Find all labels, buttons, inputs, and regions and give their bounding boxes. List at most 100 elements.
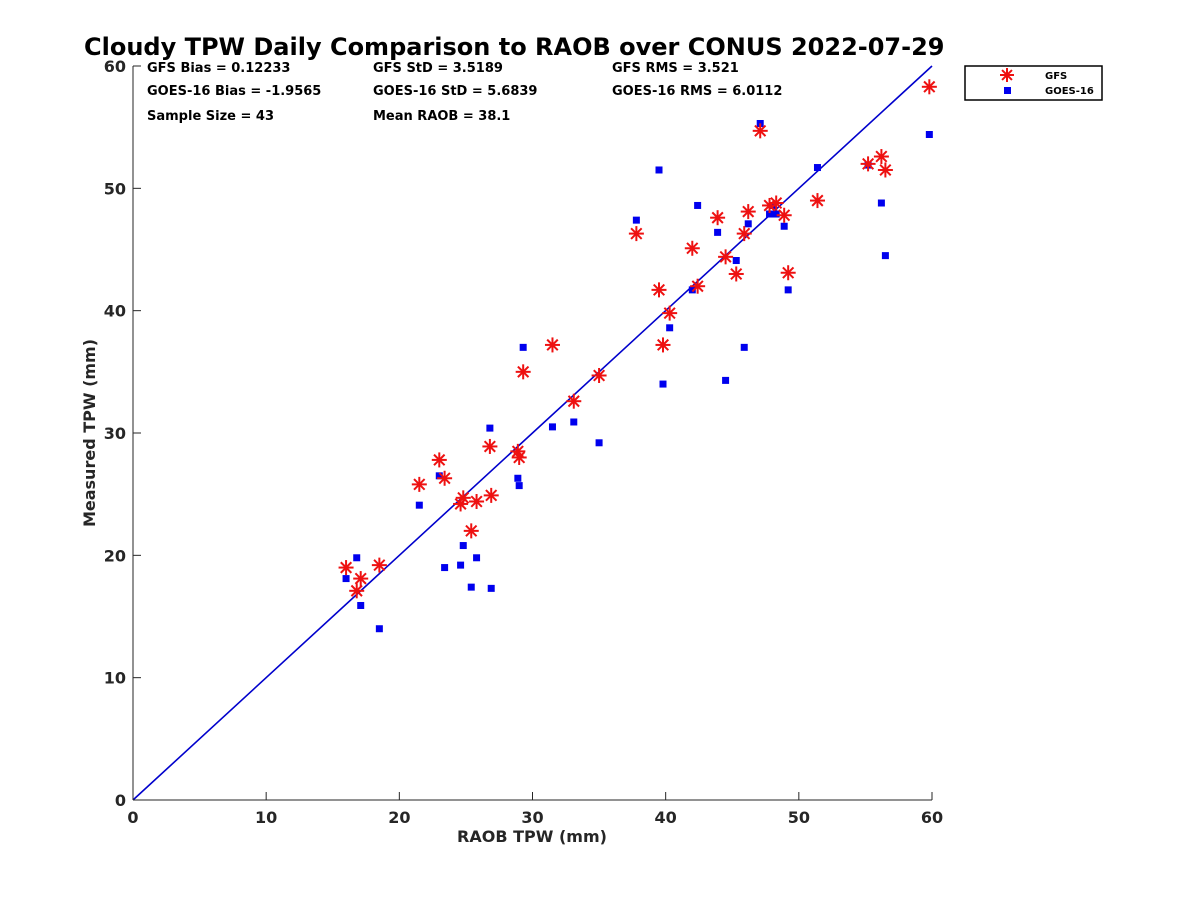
gfs-point xyxy=(431,452,447,468)
gfs-point xyxy=(921,79,937,95)
goes16-point xyxy=(877,199,885,207)
y-tick-label: 40 xyxy=(104,302,126,321)
gfs-point xyxy=(349,583,365,599)
stat-gfs-rms: GFS RMS = 3.521 xyxy=(612,61,739,76)
y-tick-label: 50 xyxy=(104,179,126,198)
goes16-point xyxy=(925,131,933,139)
gfs-point xyxy=(566,393,582,409)
goes16-point xyxy=(415,501,423,509)
tick-labels: 0 10 20 30 40 50 60 0 10 20 30 40 50 60 xyxy=(104,57,943,827)
gfs-point xyxy=(628,226,644,242)
stat-sample-size: Sample Size = 43 xyxy=(147,109,274,124)
gfs-point xyxy=(371,557,387,573)
goes16-point xyxy=(357,601,365,609)
goes16-point xyxy=(688,286,696,294)
goes16-point xyxy=(632,216,640,224)
gfs-point xyxy=(780,265,796,281)
gfs-point xyxy=(718,249,734,265)
goes16-point xyxy=(487,584,495,592)
goes16-point xyxy=(515,482,523,490)
stat-gfs-std: GFS StD = 3.5189 xyxy=(373,61,503,76)
y-axis-label: Measured TPW (mm) xyxy=(80,339,99,527)
gfs-point xyxy=(728,266,744,282)
legend-gfs-label: GFS xyxy=(1045,71,1067,82)
goes16-point xyxy=(813,164,821,172)
gfs-point xyxy=(510,443,526,459)
goes16-point xyxy=(766,210,774,218)
legend-goes16-label: GOES-16 xyxy=(1045,86,1094,97)
goes16-point xyxy=(342,575,350,583)
gfs-point xyxy=(740,204,756,220)
gfs-point xyxy=(736,226,752,242)
stats-block: GFS Bias = 0.12233 GOES-16 Bias = -1.956… xyxy=(147,61,782,124)
gfs-point xyxy=(511,449,527,465)
stat-goes-bias: GOES-16 Bias = -1.9565 xyxy=(147,84,321,99)
goes16-point xyxy=(435,472,443,480)
gfs-point xyxy=(437,470,453,486)
gfs-point xyxy=(455,490,471,506)
goes16-point xyxy=(722,376,730,384)
goes16-point xyxy=(595,439,603,447)
gfs-point xyxy=(453,496,469,512)
goes16-point xyxy=(655,166,663,174)
goes16-point xyxy=(772,210,780,218)
goes16-point xyxy=(659,380,667,388)
legend-gfs-marker xyxy=(1000,68,1014,82)
goes16-point xyxy=(457,561,465,569)
gfs-point xyxy=(515,364,531,380)
goes16-point xyxy=(881,252,889,260)
goes16-point xyxy=(459,542,467,550)
gfs-point xyxy=(768,195,784,211)
y-tick-label: 10 xyxy=(104,669,126,688)
legend: GFS GOES-16 xyxy=(964,65,1103,101)
gfs-point xyxy=(690,278,706,294)
y-tick-label: 0 xyxy=(115,791,126,810)
goes16-point xyxy=(740,343,748,351)
gfs-point xyxy=(591,368,607,384)
goes16-point xyxy=(467,583,475,591)
gfs-point xyxy=(353,571,369,587)
gfs-point xyxy=(873,149,889,165)
gfs-point xyxy=(482,438,498,454)
y-tick-label: 30 xyxy=(104,424,126,443)
reference-line-group xyxy=(132,65,933,801)
one-to-one-line xyxy=(132,65,933,801)
x-tick-label: 40 xyxy=(655,808,677,827)
gfs-point xyxy=(762,197,778,213)
gfs-point xyxy=(411,476,427,492)
goes16-point xyxy=(441,564,449,572)
goes16-point xyxy=(732,257,740,265)
goes16-point xyxy=(473,554,481,562)
goes16-point xyxy=(375,625,383,633)
legend-gfs-asterisk xyxy=(1000,68,1014,82)
gfs-point xyxy=(463,523,479,539)
gfs-point xyxy=(544,337,560,353)
goes16-point xyxy=(744,220,752,228)
y-tick-label: 60 xyxy=(104,57,126,76)
x-tick-label: 50 xyxy=(788,808,810,827)
goes16-point xyxy=(666,324,674,332)
goes16-point xyxy=(570,418,578,426)
gfs-point xyxy=(776,207,792,223)
goes16-point xyxy=(548,423,556,431)
stat-mean-raob: Mean RAOB = 38.1 xyxy=(373,109,510,124)
x-tick-label: 0 xyxy=(127,808,138,827)
legend-goes16-marker xyxy=(1004,87,1011,94)
gfs-point xyxy=(809,193,825,209)
gfs-point xyxy=(860,156,876,172)
gfs-point xyxy=(655,337,671,353)
gfs-point xyxy=(469,494,485,510)
gfs-point xyxy=(651,282,667,298)
goes16-point xyxy=(519,343,527,351)
stat-goes-rms: GOES-16 RMS = 6.0112 xyxy=(612,84,782,99)
goes16-point xyxy=(780,222,788,230)
gfs-point xyxy=(752,123,768,139)
gfs-point xyxy=(662,305,678,321)
goes16-point xyxy=(514,474,522,482)
goes16-point xyxy=(486,424,494,432)
gfs-point xyxy=(684,240,700,256)
gfs-series xyxy=(338,79,937,599)
gfs-point xyxy=(483,487,499,503)
stat-gfs-bias: GFS Bias = 0.12233 xyxy=(147,61,290,76)
